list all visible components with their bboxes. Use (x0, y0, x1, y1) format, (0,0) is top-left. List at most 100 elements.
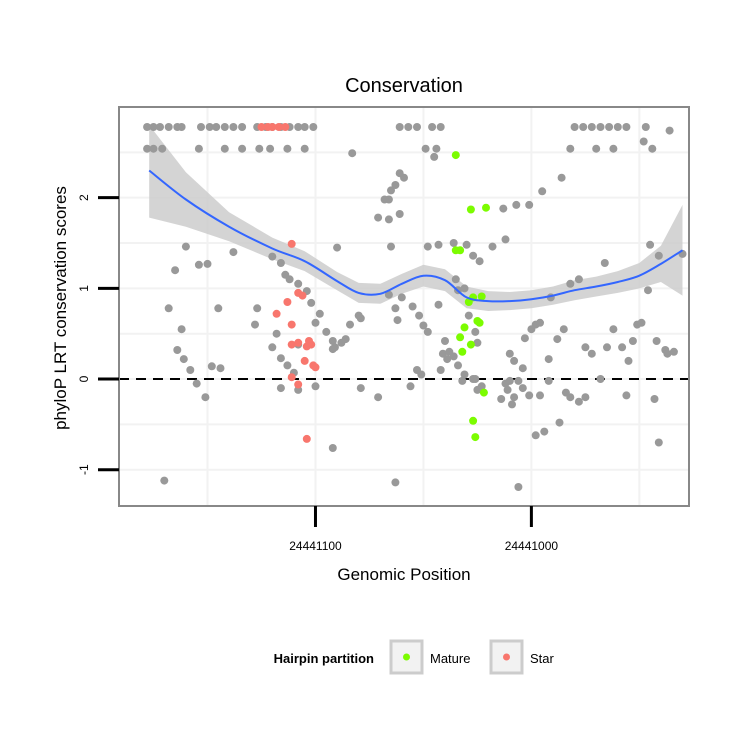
data-point-other (566, 393, 575, 402)
data-point-star (300, 356, 309, 365)
data-point-other (641, 123, 650, 131)
y-axis: -1 0 1 2 (77, 194, 119, 475)
data-point-other (514, 483, 523, 491)
data-point-other (417, 370, 426, 379)
data-point-other (294, 279, 303, 288)
data-point-other (499, 204, 508, 213)
data-point-mature (477, 292, 486, 301)
data-point-star (268, 123, 277, 131)
data-point-star (287, 320, 296, 329)
data-point-other (143, 123, 152, 131)
data-point-other (276, 354, 285, 363)
data-point-other (432, 144, 441, 153)
data-point-other (285, 275, 294, 284)
data-point-other (473, 338, 482, 347)
data-point-other (283, 144, 292, 153)
data-point-other (648, 144, 657, 153)
data-point-other (441, 337, 449, 345)
data-point-other (579, 123, 588, 131)
data-point-other (307, 298, 316, 307)
y-axis-title: phyloP LRT conservation scores (51, 186, 70, 430)
data-point-other (276, 384, 285, 393)
data-point-other (451, 275, 460, 284)
data-point-other (434, 300, 443, 309)
data-point-other (406, 382, 415, 391)
data-point-other (639, 137, 648, 146)
data-point-other (268, 343, 277, 352)
data-point-other (348, 149, 357, 158)
legend: Hairpin partition Mature Star (274, 639, 555, 675)
data-point-other (609, 144, 618, 153)
data-point-star (257, 123, 266, 131)
data-point-other (164, 304, 173, 313)
data-point-other (520, 334, 529, 343)
data-point-other (536, 391, 544, 400)
data-point-other (654, 251, 663, 260)
data-point-other (596, 375, 605, 383)
data-point-other (391, 478, 400, 487)
data-point-other (253, 304, 262, 313)
data-point-other (544, 355, 553, 364)
x-tick-label: 24441000 (505, 539, 559, 553)
data-point-mature (469, 416, 478, 425)
data-point-other (220, 144, 229, 153)
data-point-other (525, 200, 534, 209)
data-point-mature (479, 388, 488, 397)
data-point-star (294, 338, 303, 347)
data-point-other (510, 393, 519, 402)
data-point-mature (451, 151, 460, 160)
data-point-other (423, 242, 432, 251)
data-point-other (514, 376, 523, 385)
data-point-other (469, 375, 478, 383)
data-point-other (400, 173, 408, 182)
data-point-mature (458, 347, 467, 356)
data-point-other (346, 320, 354, 329)
data-point-other (665, 126, 674, 135)
data-point-other (449, 352, 458, 361)
legend-title: Hairpin partition (274, 651, 374, 666)
smooth-curve (148, 169, 684, 303)
data-point-other (192, 379, 201, 388)
data-point-other (628, 337, 637, 345)
data-point-other (415, 311, 424, 320)
data-point-other (413, 123, 421, 131)
data-point-other (458, 376, 467, 385)
data-point-other (438, 349, 447, 358)
data-point-other (404, 123, 413, 131)
data-point-other (207, 362, 216, 371)
data-point-other (553, 335, 562, 344)
legend-label-mature: Mature (430, 651, 470, 666)
confidence-ribbon (149, 125, 683, 311)
data-point-other (315, 309, 324, 318)
data-point-other (300, 123, 309, 131)
data-point-other (393, 316, 402, 325)
data-point-other (646, 240, 655, 249)
data-point-other (574, 397, 583, 406)
data-point-other (538, 187, 547, 196)
data-point-other (592, 144, 601, 153)
data-point-other (430, 152, 439, 161)
data-point-other (283, 361, 292, 370)
data-point-other (419, 321, 428, 330)
data-point-other (587, 349, 596, 358)
data-point-other (328, 345, 337, 354)
data-point-other (475, 257, 484, 266)
data-point-other (328, 444, 337, 452)
data-point-other (397, 293, 406, 302)
data-point-other (149, 123, 158, 131)
data-point-other (669, 347, 678, 356)
data-point-other (654, 438, 663, 447)
x-axis: 24441100 24441000 (289, 506, 558, 553)
data-point-mature (456, 333, 465, 342)
data-point-star (302, 434, 311, 443)
data-point-other (216, 364, 225, 373)
data-point-other (603, 343, 611, 352)
y-tick-label: 0 (77, 375, 91, 382)
panel-background (119, 107, 689, 506)
data-point-other (436, 366, 445, 374)
data-point-other (374, 213, 383, 222)
data-point-other (501, 379, 510, 388)
data-point-other (503, 385, 512, 394)
data-point-star (272, 309, 281, 318)
